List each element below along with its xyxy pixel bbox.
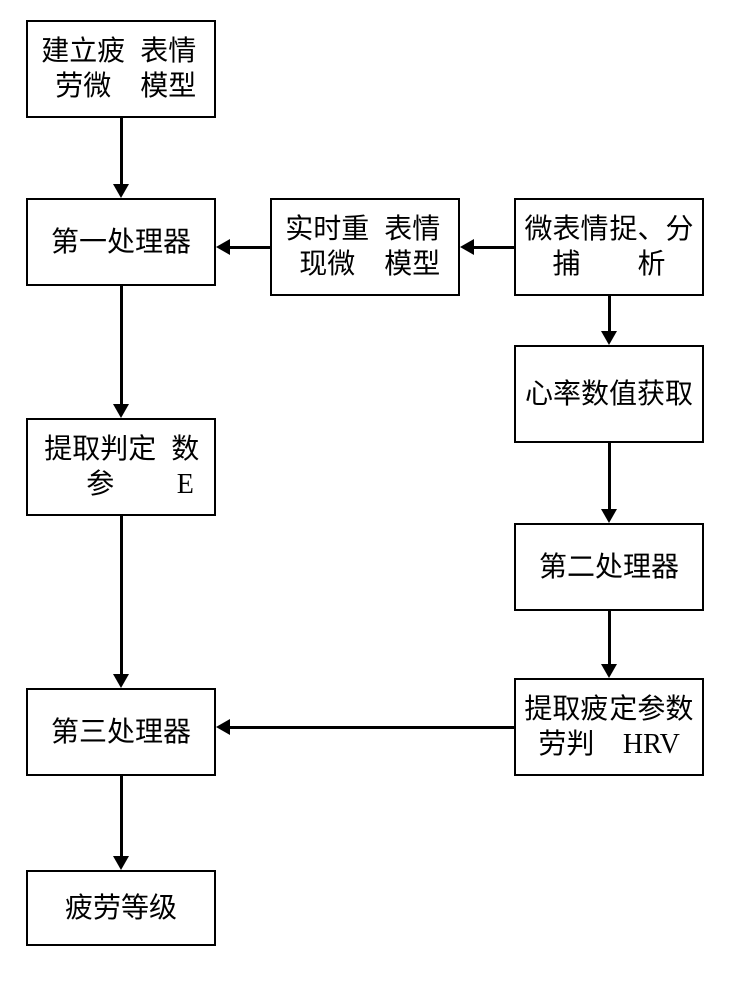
- edge-segment: [473, 246, 514, 249]
- arrow-head-icon: [113, 404, 129, 418]
- flow-node-n_heart: 心率数值获取: [514, 345, 704, 443]
- arrow-head-icon: [460, 239, 474, 255]
- arrow-head-icon: [601, 331, 617, 345]
- arrow-head-icon: [216, 239, 230, 255]
- edge-segment: [120, 776, 123, 857]
- node-text: 心率数值获: [525, 377, 665, 412]
- edge-segment: [229, 726, 514, 729]
- edge-segment: [608, 443, 611, 510]
- edge-segment: [608, 611, 611, 665]
- edge-segment: [120, 118, 123, 185]
- flow-node-n_recreate: 实时重现微表情模型: [270, 198, 460, 296]
- arrow-head-icon: [216, 719, 230, 735]
- flow-node-n_capture: 微表情捕捉、分析: [514, 198, 704, 296]
- flow-node-n_proc2: 第二处理器: [514, 523, 704, 611]
- node-text: 捉、分析: [609, 212, 694, 282]
- node-text: 取: [665, 377, 693, 412]
- node-text: 提取判定参: [36, 432, 165, 502]
- arrow-head-icon: [113, 184, 129, 198]
- arrow-head-icon: [113, 856, 129, 870]
- node-text: 提取疲劳判: [524, 692, 609, 762]
- node-text: 疲劳等级: [65, 891, 177, 926]
- flow-node-n_level: 疲劳等级: [26, 870, 216, 946]
- node-text: 第一处理器: [51, 225, 191, 260]
- node-text: 实时重现微: [280, 212, 374, 282]
- edge-segment: [608, 296, 611, 332]
- node-text: 数E: [165, 432, 206, 502]
- node-text: 微表情捕: [524, 212, 609, 282]
- flow-node-n_build: 建立疲劳微表情模型: [26, 20, 216, 118]
- edge-segment: [229, 246, 270, 249]
- node-text: 表情模型: [130, 34, 206, 104]
- edge-segment: [120, 286, 123, 405]
- flow-node-n_proc3: 第三处理器: [26, 688, 216, 776]
- node-text: 定参数HRV: [609, 692, 694, 762]
- node-text: 第三处理器: [51, 715, 191, 750]
- node-text: 第二处理器: [539, 550, 679, 585]
- arrow-head-icon: [113, 674, 129, 688]
- flow-node-n_extractE: 提取判定参数E: [26, 418, 216, 516]
- node-text: 表情模型: [374, 212, 450, 282]
- arrow-head-icon: [601, 509, 617, 523]
- edge-segment: [120, 516, 123, 675]
- arrow-head-icon: [601, 664, 617, 678]
- flow-node-n_hrv: 提取疲劳判定参数HRV: [514, 678, 704, 776]
- flow-node-n_proc1: 第一处理器: [26, 198, 216, 286]
- node-text: 建立疲劳微: [36, 34, 130, 104]
- flowchart-canvas: 建立疲劳微表情模型第一处理器实时重现微表情模型微表情捕捉、分析心率数值获取提取判…: [0, 0, 738, 1000]
